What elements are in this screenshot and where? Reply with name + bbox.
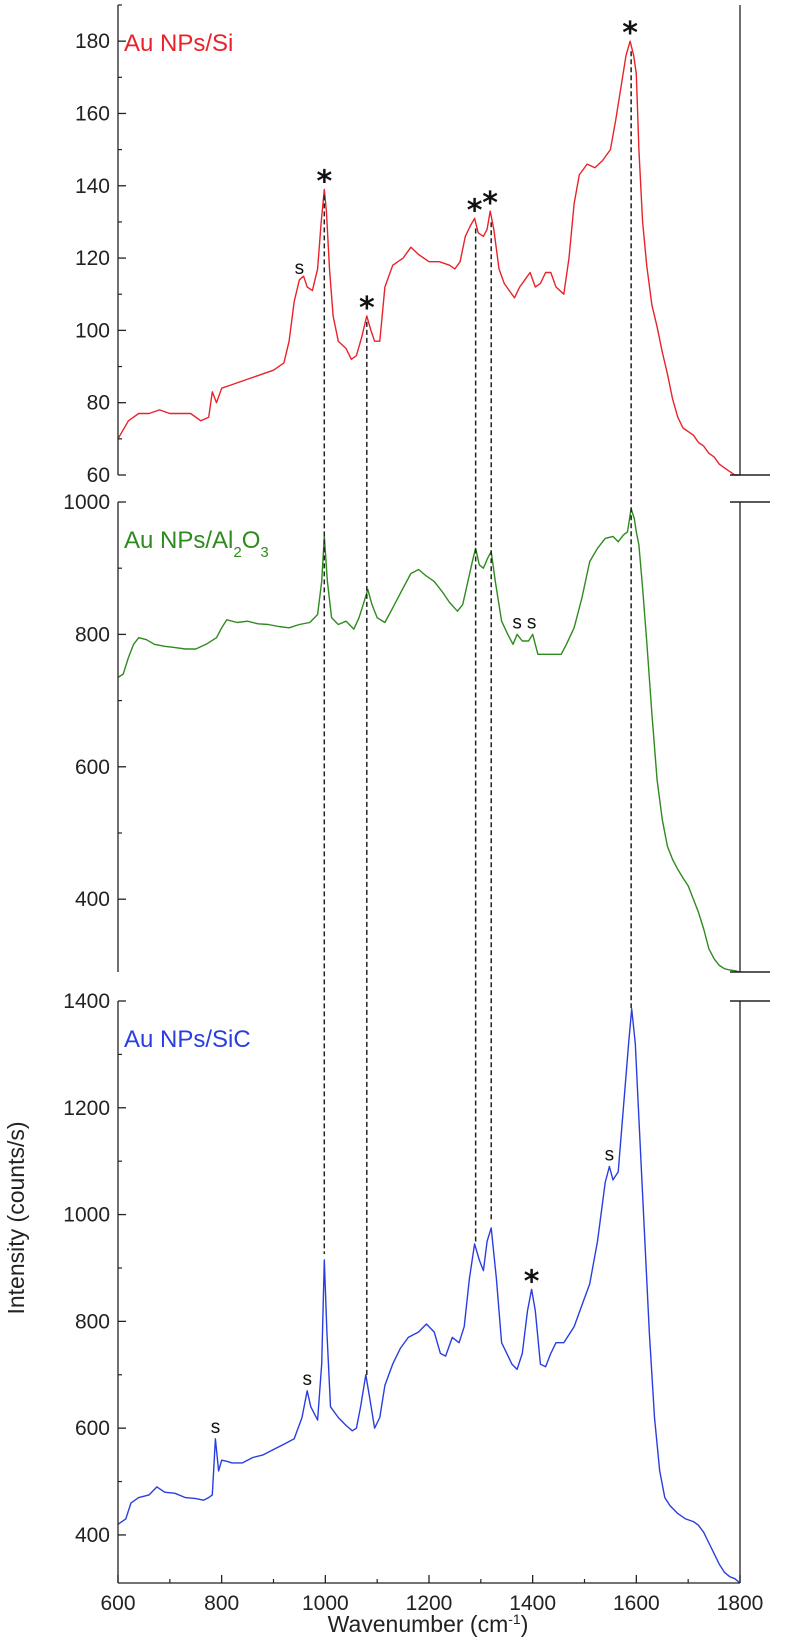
peak-star-marker: * bbox=[622, 16, 638, 51]
peak-star-marker: * bbox=[359, 291, 375, 326]
y-tick-label: 80 bbox=[87, 392, 110, 415]
peak-s-marker: s bbox=[527, 612, 537, 633]
series-line-3 bbox=[117, 1008, 741, 1584]
peak-s-marker: s bbox=[605, 1145, 615, 1166]
panel-3: Au NPs/SiC bbox=[117, 1008, 741, 1584]
y-tick-label: 1200 bbox=[63, 1097, 110, 1120]
peak-star-marker: * bbox=[524, 1264, 540, 1299]
y-tick-label: 1000 bbox=[63, 491, 110, 514]
y-tick-label: 120 bbox=[75, 247, 110, 270]
y-tick-label: 140 bbox=[75, 175, 110, 198]
x-tick-label: 600 bbox=[100, 1592, 135, 1615]
peak-s-marker: s bbox=[302, 1369, 312, 1390]
series-line-2 bbox=[117, 507, 741, 973]
peak-s-marker: s bbox=[211, 1417, 221, 1438]
y-tick-label: 160 bbox=[75, 102, 110, 125]
x-tick-label: 1600 bbox=[613, 1592, 660, 1615]
y-tick-label: 600 bbox=[75, 756, 110, 779]
series-label-2: Au NPs/Al2O3 bbox=[124, 527, 269, 561]
y-tick-label: 100 bbox=[75, 319, 110, 342]
panel-2: Au NPs/Al2O3 bbox=[117, 507, 741, 973]
x-tick-label: 1000 bbox=[302, 1592, 349, 1615]
y-axis-label: Intensity (counts/s) bbox=[3, 1121, 29, 1314]
x-axis-label: Wavenumber (cm-1) bbox=[328, 1611, 529, 1637]
y-tick-label: 1400 bbox=[63, 990, 110, 1013]
y-tick-label: 1000 bbox=[63, 1204, 110, 1227]
peak-s-marker: s bbox=[295, 258, 305, 279]
series-line-1 bbox=[117, 40, 740, 476]
y-tick-label: 800 bbox=[75, 623, 110, 646]
y-tick-label: 600 bbox=[75, 1417, 110, 1440]
peak-guide-lines bbox=[323, 51, 632, 1375]
peak-s-marker: s bbox=[512, 612, 522, 633]
y-tick-label: 400 bbox=[75, 1524, 110, 1547]
series-label-3: Au NPs/SiC bbox=[124, 1026, 251, 1053]
chart-axes: 60 80 100 120 140 160 180 400 600 800 1000 400 600 80… bbox=[63, 4, 770, 1615]
chart-panels: Au NPs/Si Au NPs/Al2O3 Au NPs/SiC bbox=[117, 30, 741, 1584]
series-label-1: Au NPs/Si bbox=[124, 30, 233, 57]
peak-annotations: s*** **s sss*s bbox=[211, 16, 639, 1438]
panel-1: Au NPs/Si bbox=[117, 30, 740, 476]
y-tick-label: 800 bbox=[75, 1310, 110, 1333]
x-tick-label: 1800 bbox=[717, 1592, 764, 1615]
y-tick-label: 60 bbox=[87, 464, 110, 487]
x-tick-label: 1200 bbox=[406, 1592, 453, 1615]
peak-star-marker: * bbox=[316, 164, 332, 199]
y-tick-label: 180 bbox=[75, 30, 110, 53]
y-tick-label: 400 bbox=[75, 888, 110, 911]
x-tick-label: 800 bbox=[204, 1592, 239, 1615]
peak-star-marker: * bbox=[467, 193, 483, 228]
peak-star-marker: * bbox=[482, 186, 498, 221]
x-tick-label: 1400 bbox=[509, 1592, 556, 1615]
